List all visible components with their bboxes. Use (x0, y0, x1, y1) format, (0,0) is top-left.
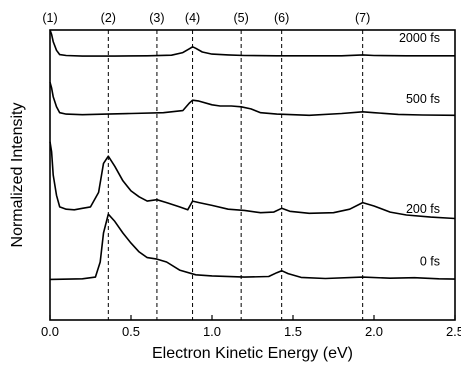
series-trace-200-fs (49, 141, 456, 220)
series-trace-2000-fs (49, 29, 455, 57)
peak-markers: (1) (2) (3) (4) (5) (6) (7) (42, 11, 370, 320)
x-tick-label-2: 0.5 (122, 324, 140, 339)
peak-marker-label-3: (3) (149, 11, 164, 25)
series-labels: 2000 fs 500 fs 200 fs 0 fs (399, 31, 440, 268)
series-trace-0-fs (49, 213, 456, 281)
peak-marker-label-1: (1) (42, 11, 57, 25)
peak-marker-label-4: (4) (185, 11, 200, 25)
series-label-2: 500 fs (406, 92, 440, 106)
series-label-4: 0 fs (420, 254, 440, 268)
peak-marker-label-5: (5) (234, 11, 249, 25)
peak-marker-label-6: (6) (274, 11, 289, 25)
x-tick-label-4: 1.5 (284, 324, 302, 339)
x-tick-label-3: 1.0 (203, 324, 221, 339)
x-tick-label-5: 2.0 (365, 324, 383, 339)
x-tick-label-1: 0.0 (41, 324, 59, 339)
series-traces (49, 29, 456, 281)
y-axis-title: Normalized Intensity (9, 103, 26, 248)
series-label-1: 2000 fs (399, 31, 440, 45)
x-axis-title: Electron Kinetic Energy (eV) (152, 345, 353, 362)
x-axis-ticks: 0.0 0.5 1.0 1.5 2.0 2.5 (41, 315, 461, 339)
plot-frame (49, 29, 456, 321)
peak-marker-label-7: (7) (355, 11, 370, 25)
series-trace-500-fs (49, 81, 456, 117)
series-label-3: 200 fs (406, 202, 440, 216)
x-tick-label-6: 2.5 (446, 324, 461, 339)
peak-marker-label-2: (2) (101, 11, 116, 25)
